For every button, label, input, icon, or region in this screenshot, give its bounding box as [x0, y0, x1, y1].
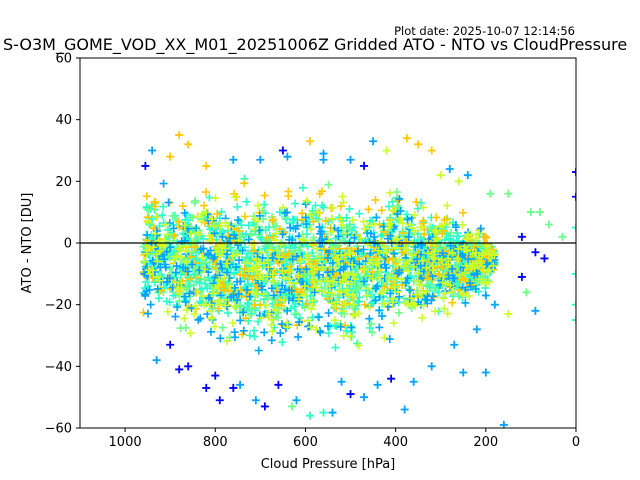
y-tick-label: −40	[45, 360, 72, 375]
scatter-point	[211, 371, 220, 380]
scatter-point	[229, 383, 238, 392]
scatter-point	[436, 171, 445, 180]
scatter-point	[409, 377, 418, 386]
scatter-point	[175, 131, 184, 140]
y-tick-label: −60	[45, 422, 72, 437]
scatter-point	[531, 248, 540, 257]
x-tick-label: 600	[293, 435, 318, 450]
scatter-point	[287, 402, 296, 411]
scatter-point	[490, 300, 499, 309]
scatter-point	[540, 254, 549, 263]
scatter-point	[260, 402, 269, 411]
scatter-point	[274, 380, 283, 389]
scatter-point	[504, 309, 513, 318]
scatter-point	[328, 408, 337, 417]
scatter-point	[572, 168, 576, 177]
scatter-point	[572, 300, 576, 309]
scatter-point	[346, 155, 355, 164]
scatter-point	[152, 356, 161, 365]
scatter-point	[463, 171, 472, 180]
scatter-point	[215, 396, 224, 405]
chart-title: S-O3M_GOME_VOD_XX_M01_20251006Z Gridded …	[3, 35, 627, 55]
scatter-point	[256, 155, 265, 164]
y-tick-label: 60	[55, 52, 72, 67]
scatter-point	[572, 223, 576, 232]
plot-area	[80, 131, 576, 428]
scatter-point	[346, 390, 355, 399]
plot-date-text: Plot date: 2025-10-07 12:14:56	[394, 24, 575, 38]
scatter-point	[427, 146, 436, 155]
density-markers	[140, 189, 499, 350]
scatter-point	[166, 152, 175, 161]
y-tick-label: 0	[64, 237, 72, 252]
scatter-point	[236, 380, 245, 389]
y-tick-label: 20	[55, 175, 72, 190]
scatter-point	[373, 380, 382, 389]
x-axis-label: Cloud Pressure [hPa]	[261, 457, 396, 472]
scatter-points	[141, 131, 576, 428]
scatter-point	[472, 325, 481, 334]
y-axis-ticks: −60 −40 −20 0 20 40 60	[45, 52, 80, 437]
scatter-point	[535, 208, 544, 217]
y-axis-label: ATO - NTO [DU]	[20, 193, 35, 294]
scatter-point	[400, 405, 409, 414]
scatter-point	[572, 192, 576, 201]
scatter-point	[202, 161, 211, 170]
scatter-point	[414, 140, 423, 149]
scatter-point	[454, 177, 463, 186]
scatter-point	[504, 189, 513, 198]
scatter-point	[572, 316, 576, 325]
scatter-point	[544, 220, 553, 229]
scatter-point	[459, 368, 468, 377]
scatter-point	[184, 140, 193, 149]
scatter-point	[251, 396, 260, 405]
x-tick-label: 200	[473, 435, 498, 450]
scatter-point	[517, 232, 526, 241]
scatter-point	[369, 137, 378, 146]
scatter-point	[148, 146, 157, 155]
scatter-point	[229, 155, 238, 164]
scatter-point	[481, 368, 490, 377]
scatter-point	[526, 208, 535, 217]
x-tick-label: 800	[203, 435, 228, 450]
scatter-point	[387, 374, 396, 383]
scatter-point	[175, 365, 184, 374]
scatter-point	[531, 306, 540, 315]
scatter-point	[184, 362, 193, 371]
x-axis-ticks: 1000 800 600 400 200 0	[109, 428, 580, 450]
scatter-point	[305, 411, 314, 420]
scatter-point	[572, 269, 576, 278]
y-tick-label: −20	[45, 298, 72, 313]
scatter-point	[292, 396, 301, 405]
density-band	[139, 174, 499, 355]
scatter-point	[360, 393, 369, 402]
scatter-point	[558, 232, 567, 241]
scatter-point	[517, 272, 526, 281]
scatter-point	[522, 288, 531, 297]
scatter-point	[481, 291, 490, 300]
scatter-point	[305, 137, 314, 146]
scatter-point	[427, 362, 436, 371]
scatter-point	[337, 377, 346, 386]
x-tick-label: 400	[383, 435, 408, 450]
scatter-point	[450, 340, 459, 349]
scatter-point	[319, 408, 328, 417]
scatter-point	[360, 161, 369, 170]
scatter-point	[141, 161, 150, 170]
scatter-point	[166, 340, 175, 349]
y-tick-label: 40	[55, 113, 72, 128]
scatter-point	[486, 189, 495, 198]
scatter-point	[382, 146, 391, 155]
scatter-point	[202, 383, 211, 392]
scatter-point	[278, 146, 287, 155]
scatter-point	[283, 152, 292, 161]
scatter-point	[402, 134, 411, 143]
scatter-point	[319, 149, 328, 158]
x-tick-label: 0	[572, 435, 580, 450]
x-tick-label: 1000	[109, 435, 142, 450]
scatter-point	[445, 165, 454, 173]
